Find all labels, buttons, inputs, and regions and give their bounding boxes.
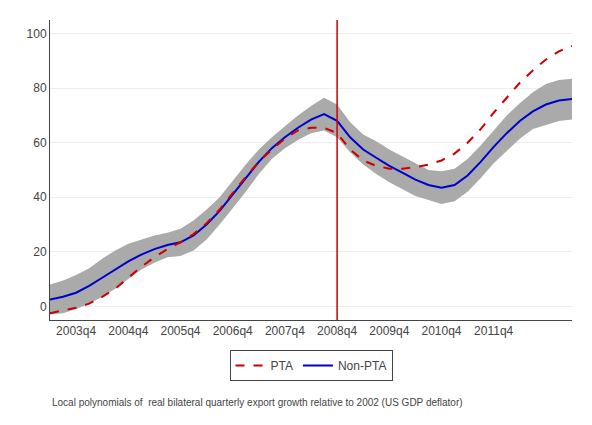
svg-text:2007q4: 2007q4 (265, 324, 305, 338)
svg-text:Local polynomials of real bil: Local polynomials of real bilateral quar… (52, 397, 463, 408)
svg-text:60: 60 (33, 136, 47, 150)
svg-text:40: 40 (33, 190, 47, 204)
svg-text:2003q4: 2003q4 (56, 324, 96, 338)
svg-text:2009q4: 2009q4 (369, 324, 409, 338)
svg-text:2010q4: 2010q4 (421, 324, 461, 338)
svg-text:2004q4: 2004q4 (108, 324, 148, 338)
svg-text:2005q4: 2005q4 (160, 324, 200, 338)
svg-text:2011q4: 2011q4 (474, 324, 513, 338)
svg-text:2006q4: 2006q4 (213, 324, 253, 338)
svg-text:100: 100 (27, 27, 47, 41)
svg-text:0: 0 (40, 300, 47, 314)
svg-text:PTA: PTA (271, 359, 293, 373)
svg-text:2008q4: 2008q4 (317, 324, 357, 338)
svg-text:80: 80 (33, 81, 47, 95)
svg-text:20: 20 (33, 245, 47, 259)
svg-text:Non-PTA: Non-PTA (338, 359, 386, 373)
